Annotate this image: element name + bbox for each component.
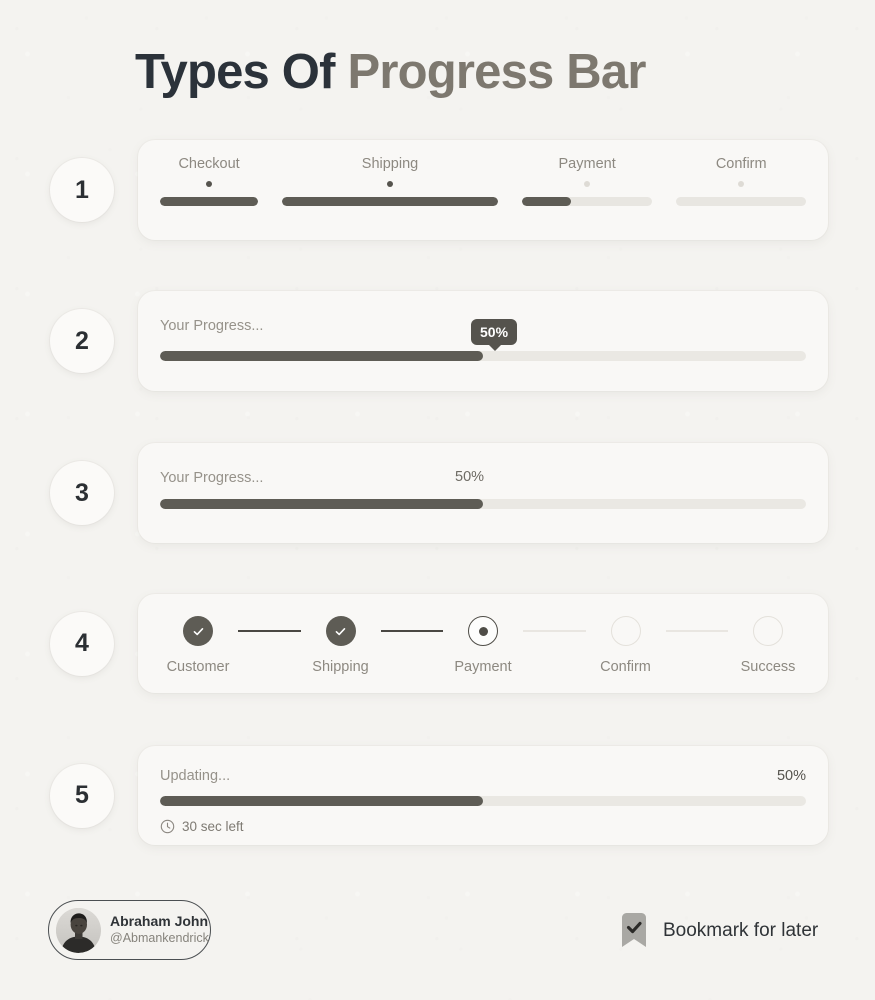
progress-card-stepper: Customer Shipping Paymen [138, 594, 828, 693]
example-row-4: 4 Customer [0, 594, 875, 693]
segment-dot-icon [584, 181, 591, 187]
progress-caption: Your Progress... [160, 318, 264, 334]
segment-label: Shipping [361, 156, 419, 172]
progress-card-inline-percent: Your Progress... 50% [138, 443, 828, 543]
segment-track [521, 197, 653, 206]
step-connector-1 [238, 630, 301, 632]
avatar [56, 907, 101, 953]
progress-caption: Updating... [160, 768, 231, 784]
step-label: Confirm [600, 659, 651, 675]
progress-card-segmented: Checkout Shipping Payment [138, 140, 828, 240]
step-circle-done [183, 616, 213, 646]
step-success[interactable]: Success [728, 616, 808, 675]
progress-header: Updating... 50% [160, 768, 806, 784]
bookmark-label: Bookmark for later [663, 920, 819, 941]
row-number-badge-4: 4 [50, 611, 114, 676]
segment-dot-icon [387, 181, 393, 187]
avatar-portrait-icon [56, 907, 101, 953]
row-number-badge-1: 1 [50, 158, 114, 222]
progress-card-eta: Updating... 50% 30 sec left [138, 746, 828, 845]
page-title-dark: Types Of [135, 45, 348, 99]
row-number-badge-3: 3 [50, 461, 114, 525]
eta-row: 30 sec left [160, 819, 806, 834]
author-badge[interactable]: Abraham John @Abmankendrick [48, 900, 211, 960]
step-connector-4 [665, 630, 728, 632]
row-number-badge-2: 2 [50, 309, 114, 373]
step-label: Success [740, 659, 796, 675]
page-title: Types Of Progress Bar [135, 44, 646, 100]
step-shipping[interactable]: Shipping [301, 616, 381, 675]
example-row-1: 1 Checkout Shipping Payment [0, 140, 875, 240]
progress-card-tooltip: Your Progress... 50% [138, 291, 828, 391]
segment-label: Confirm [715, 156, 767, 172]
progress-fill [160, 499, 483, 509]
segment-track [676, 197, 806, 206]
clock-icon [160, 819, 175, 834]
segment-label: Payment [558, 156, 616, 172]
progress-track[interactable] [160, 499, 806, 509]
segment-track [282, 197, 498, 206]
segment-fill [521, 197, 572, 206]
segment-payment[interactable]: Payment [521, 156, 653, 240]
progress-header: Your Progress... 50% [160, 469, 806, 499]
progress-tooltip: 50% [471, 319, 518, 352]
step-payment[interactable]: Payment [443, 616, 523, 675]
step-label: Payment [454, 659, 512, 675]
segment-dot-icon [206, 181, 213, 187]
segment-fill [160, 197, 259, 206]
progress-caption: Your Progress... [160, 470, 264, 486]
step-circle-done [325, 616, 356, 646]
step-connector-2 [380, 630, 443, 632]
bookmark-check-icon [622, 913, 646, 947]
step-label: Customer [166, 659, 230, 675]
author-name: Abraham John [110, 913, 209, 930]
tooltip-row: Your Progress... 50% [160, 317, 806, 352]
progress-track[interactable] [160, 796, 806, 806]
progress-percent-text: 50% [455, 469, 485, 485]
segment-checkout[interactable]: Checkout [160, 156, 259, 240]
segment-track [160, 197, 259, 206]
segment-dot-icon [738, 181, 745, 187]
step-connector-3 [523, 630, 586, 632]
check-icon [193, 627, 203, 635]
bookmark-cta[interactable]: Bookmark for later [619, 913, 818, 949]
author-handle: @Abmankendrick [110, 930, 209, 945]
progress-percent-text: 50% [776, 768, 806, 784]
check-icon [335, 627, 346, 635]
step-customer[interactable]: Customer [158, 616, 238, 675]
example-row-3: 3 Your Progress... 50% [0, 443, 875, 543]
step-circle-current [468, 616, 498, 646]
progress-track[interactable] [160, 351, 806, 361]
example-row-2: 2 Your Progress... 50% [0, 291, 875, 391]
segment-confirm[interactable]: Confirm [676, 156, 806, 240]
eta-text: 30 sec left [182, 819, 244, 834]
segment-label: Checkout [178, 156, 240, 172]
current-dot-icon [478, 626, 488, 636]
progress-fill [160, 796, 483, 806]
stepper: Customer Shipping Paymen [158, 616, 808, 675]
step-confirm[interactable]: Confirm [586, 616, 666, 675]
author-text: Abraham John @Abmankendrick [110, 913, 209, 946]
step-circle-todo [610, 616, 641, 646]
segment-shipping[interactable]: Shipping [282, 156, 498, 240]
segment-fill [282, 197, 498, 206]
example-row-5: 5 Updating... 50% 30 sec left [0, 746, 875, 845]
progress-fill [160, 351, 483, 361]
row-number-badge-5: 5 [50, 763, 114, 828]
step-label: Shipping [312, 659, 369, 675]
step-circle-todo [753, 616, 783, 646]
page-title-gray: Progress Bar [347, 45, 646, 99]
